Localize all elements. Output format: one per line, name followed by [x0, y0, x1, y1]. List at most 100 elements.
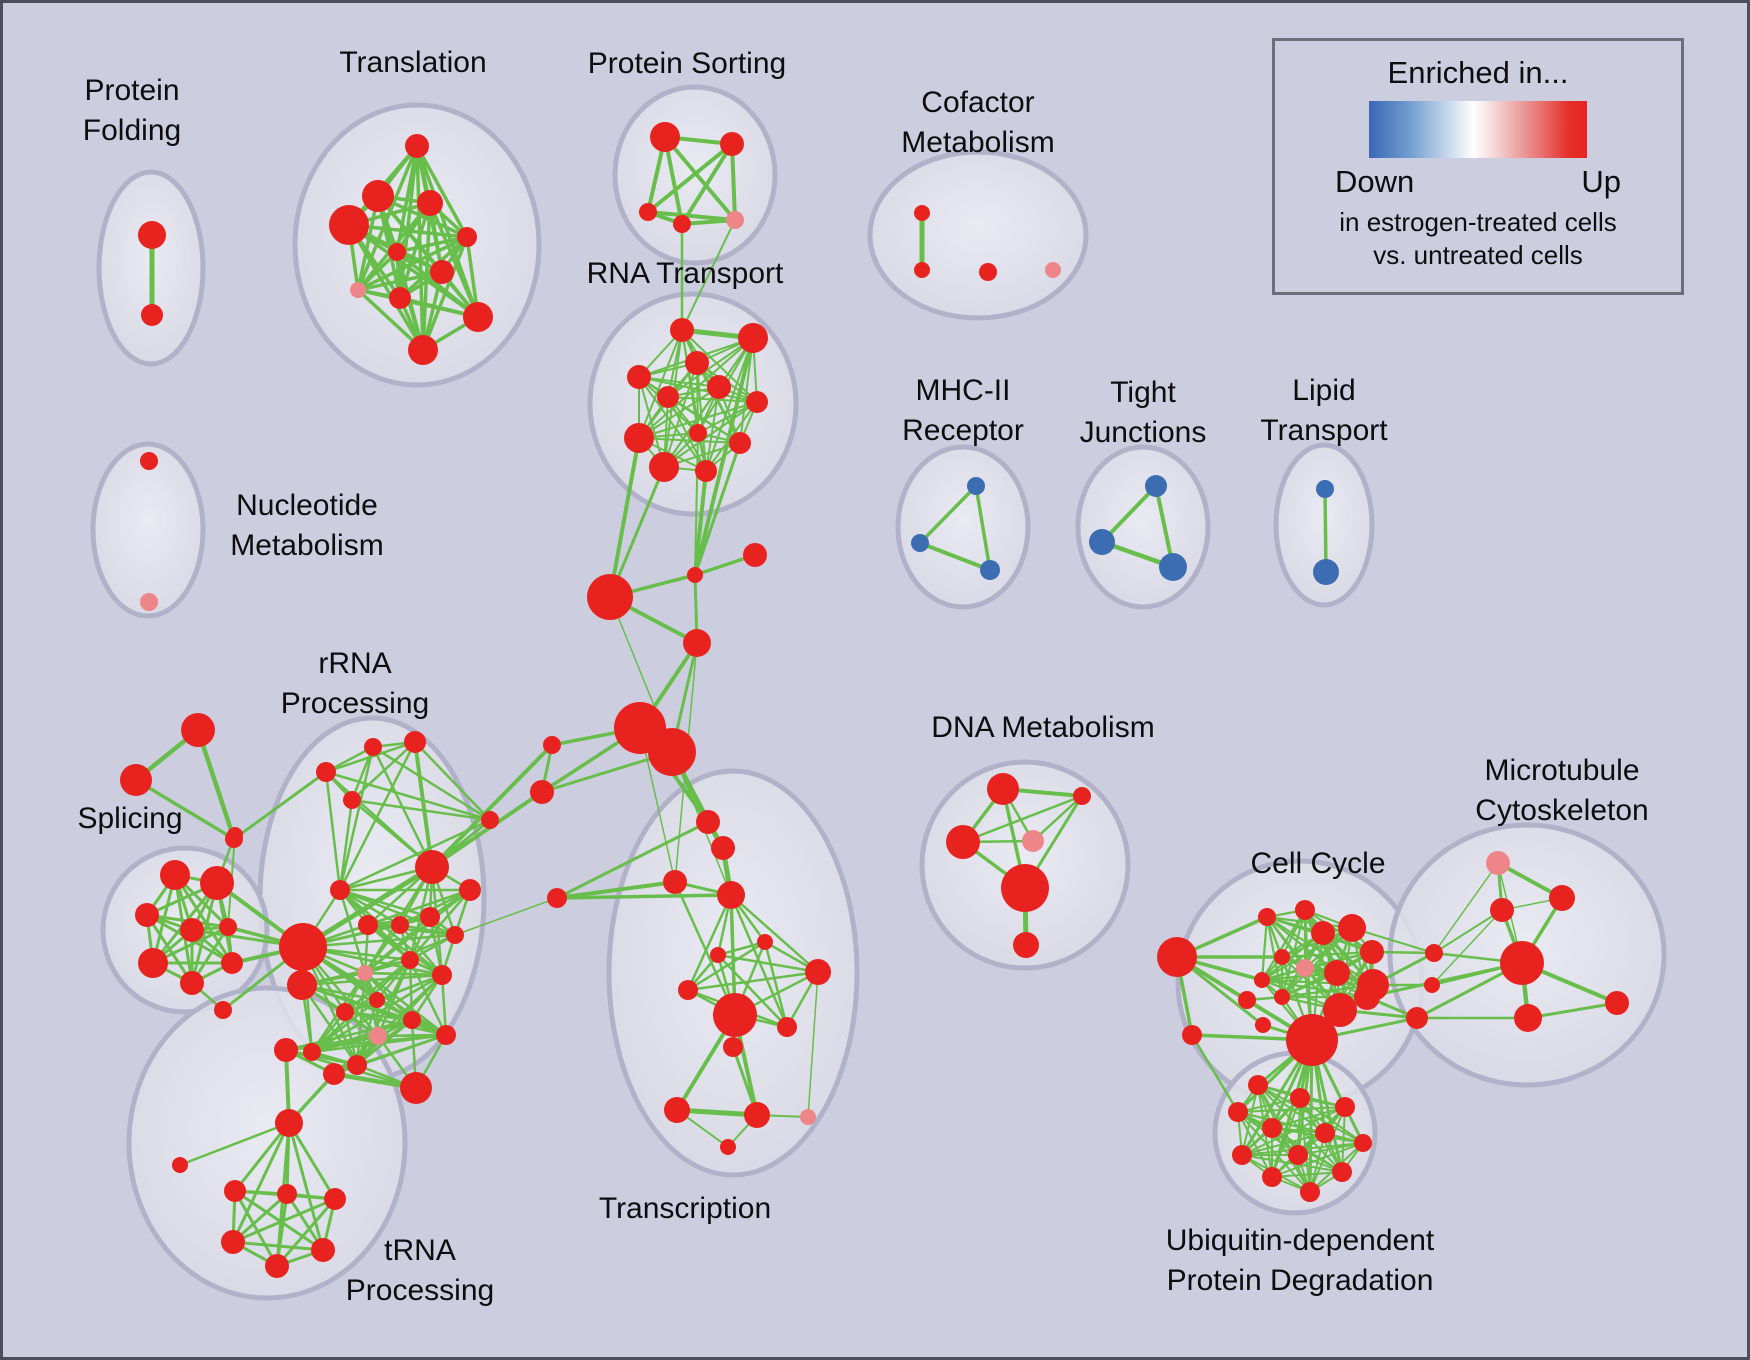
node-u7[interactable]: [1354, 1134, 1372, 1152]
node-cc1[interactable]: [1258, 908, 1276, 926]
node-sp4[interactable]: [180, 918, 204, 942]
node-t5[interactable]: [457, 227, 477, 247]
node-t2[interactable]: [362, 180, 394, 212]
node-rt12[interactable]: [695, 460, 717, 482]
node-tx2[interactable]: [277, 1184, 297, 1204]
node-u4[interactable]: [1228, 1102, 1248, 1122]
node-rr5[interactable]: [415, 850, 449, 884]
node-rr17[interactable]: [432, 965, 452, 985]
node-sp3[interactable]: [135, 903, 159, 927]
node-rr7[interactable]: [287, 970, 317, 1000]
node-u12[interactable]: [1300, 1182, 1320, 1202]
node-pf2[interactable]: [141, 304, 163, 326]
node-t7[interactable]: [430, 260, 454, 284]
node-rr25[interactable]: [481, 811, 499, 829]
node-u3[interactable]: [1335, 1097, 1355, 1117]
node-t1[interactable]: [405, 134, 429, 158]
node-u2[interactable]: [1290, 1088, 1310, 1108]
node-tc9[interactable]: [713, 993, 757, 1037]
node-rr9[interactable]: [369, 1027, 387, 1045]
node-sp7[interactable]: [221, 952, 243, 974]
node-rr4[interactable]: [343, 791, 361, 809]
node-t11[interactable]: [408, 335, 438, 365]
node-cc14[interactable]: [1354, 984, 1380, 1010]
node-u5[interactable]: [1262, 1118, 1282, 1138]
node-m1[interactable]: [683, 629, 711, 657]
node-d4[interactable]: [1022, 830, 1044, 852]
node-u6[interactable]: [1315, 1123, 1335, 1143]
node-l1[interactable]: [543, 736, 561, 754]
node-nm2[interactable]: [140, 593, 158, 611]
node-tc15[interactable]: [720, 1139, 736, 1155]
node-t9[interactable]: [389, 287, 411, 309]
node-d1[interactable]: [987, 773, 1019, 805]
node-nr[interactable]: [743, 543, 767, 567]
node-rt4[interactable]: [627, 365, 651, 389]
node-rr14[interactable]: [446, 926, 464, 944]
node-rr18[interactable]: [336, 1003, 354, 1021]
node-tx4[interactable]: [221, 1230, 245, 1254]
node-sp1[interactable]: [160, 860, 190, 890]
node-d3[interactable]: [946, 825, 980, 859]
node-rt10[interactable]: [729, 432, 751, 454]
node-tj2[interactable]: [1089, 529, 1115, 555]
node-sp10[interactable]: [214, 1001, 232, 1019]
node-tc11[interactable]: [723, 1037, 743, 1057]
node-tx5[interactable]: [311, 1238, 335, 1262]
node-mp[interactable]: [1486, 851, 1510, 875]
node-cc6[interactable]: [1274, 949, 1290, 965]
node-tc13[interactable]: [744, 1102, 770, 1128]
node-ps1[interactable]: [650, 122, 680, 152]
node-ps5[interactable]: [726, 211, 744, 229]
node-d6[interactable]: [1013, 932, 1039, 958]
node-rr23[interactable]: [303, 1043, 321, 1061]
node-mb[interactable]: [1500, 941, 1544, 985]
node-cc10[interactable]: [1254, 972, 1270, 988]
node-mm4[interactable]: [1605, 991, 1629, 1015]
node-u10[interactable]: [1332, 1162, 1352, 1182]
node-u1[interactable]: [1248, 1075, 1268, 1095]
node-rr6[interactable]: [279, 923, 327, 971]
node-mm2[interactable]: [1490, 898, 1514, 922]
node-t4[interactable]: [329, 205, 369, 245]
node-cm2[interactable]: [914, 262, 930, 278]
node-rr2[interactable]: [364, 738, 382, 756]
node-tc8[interactable]: [678, 980, 698, 1000]
node-l2[interactable]: [530, 780, 554, 804]
node-t10[interactable]: [463, 302, 493, 332]
node-rr22[interactable]: [347, 1055, 367, 1075]
node-cm3[interactable]: [979, 263, 997, 281]
node-pf1[interactable]: [138, 221, 166, 249]
node-rr15[interactable]: [459, 879, 481, 901]
node-rr3[interactable]: [404, 731, 426, 753]
node-tc10[interactable]: [777, 1017, 797, 1037]
node-sp9[interactable]: [227, 827, 243, 843]
node-rr13[interactable]: [420, 907, 440, 927]
node-cc15[interactable]: [1255, 1017, 1271, 1033]
node-lt2[interactable]: [1313, 559, 1339, 585]
node-sp5[interactable]: [219, 918, 237, 936]
node-cc3[interactable]: [1311, 921, 1335, 945]
node-rr10[interactable]: [330, 880, 350, 900]
node-mm1[interactable]: [1549, 885, 1575, 911]
node-tb[interactable]: [120, 764, 152, 796]
node-rr26[interactable]: [274, 1038, 298, 1062]
node-rr1[interactable]: [316, 762, 336, 782]
node-tc12[interactable]: [664, 1097, 690, 1123]
node-mh3[interactable]: [980, 560, 1000, 580]
node-tc4[interactable]: [663, 870, 687, 894]
node-sp8[interactable]: [180, 971, 204, 995]
node-h1[interactable]: [587, 574, 633, 620]
node-ccg[interactable]: [1286, 1014, 1338, 1066]
node-rt3[interactable]: [685, 351, 709, 375]
node-rr16[interactable]: [401, 951, 419, 969]
node-rr19[interactable]: [369, 992, 385, 1008]
node-u8[interactable]: [1232, 1145, 1252, 1165]
node-nm1[interactable]: [140, 452, 158, 470]
node-h3[interactable]: [648, 728, 696, 776]
node-rr24[interactable]: [400, 1072, 432, 1104]
node-ta[interactable]: [181, 713, 215, 747]
node-cm1[interactable]: [914, 205, 930, 221]
node-rr8[interactable]: [357, 965, 373, 981]
